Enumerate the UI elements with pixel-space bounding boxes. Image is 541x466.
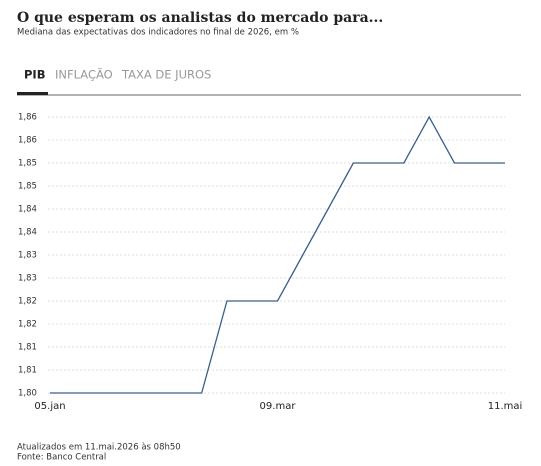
tab[interactable]: PIB [24,68,45,82]
y-tick-label: 1,82 [18,297,37,307]
y-tick-label: 1,86 [18,136,37,146]
line-series [50,115,505,394]
tab[interactable]: TAXA DE JUROS [121,68,211,82]
footer-source: Fonte: Banco Central [17,453,106,463]
chart-title: O que esperam os analistas do mercado pa… [17,10,383,26]
y-tick-label: 1,81 [18,366,37,376]
y-tick-label: 1,83 [18,251,37,261]
y-tick-label: 1,83 [18,274,37,284]
tab-underline [17,92,48,95]
y-tick-label: 1,82 [18,320,37,330]
tab[interactable]: INFLAÇÃO [55,67,113,82]
x-tick-label: 11.mai [488,401,523,412]
y-tick-label: 1,86 [18,113,37,123]
y-tick-label: 1,84 [18,228,37,238]
y-tick-label: 1,84 [18,205,37,215]
footer-updated: Atualizados em 11.mai.2026 às 08h50 [17,443,181,453]
x-tick-label: 09.mar [260,401,297,412]
x-tick-label: 05.jan [34,401,65,412]
y-tick-label: 1,81 [18,343,37,353]
y-tick-label: 1,80 [18,389,37,399]
chart-subtitle: Mediana das expectativas dos indicadores… [17,28,299,38]
y-tick-label: 1,85 [18,159,37,169]
y-tick-label: 1,85 [18,182,37,192]
